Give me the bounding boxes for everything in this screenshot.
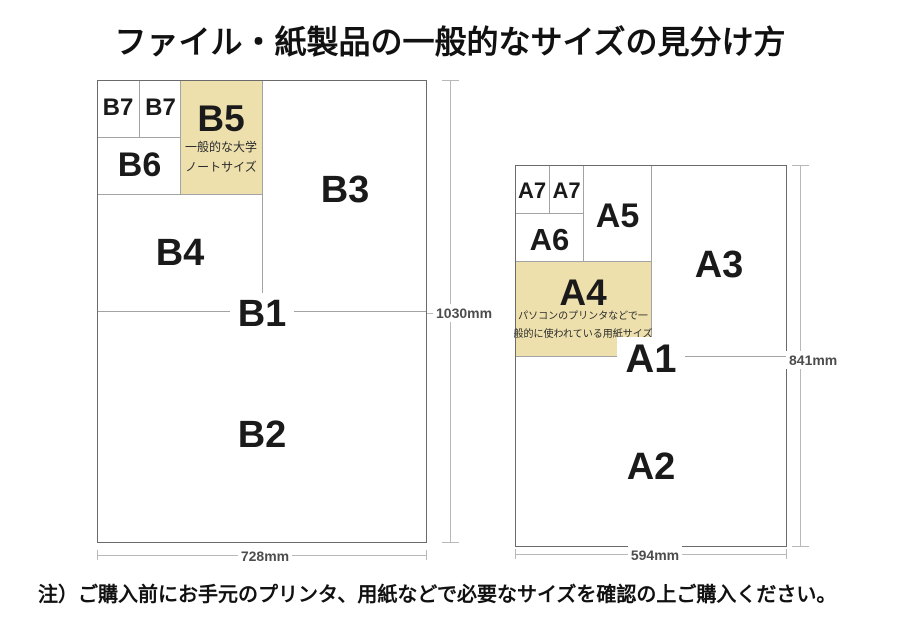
b4-label: B4 — [155, 232, 205, 274]
footer-note: 注）ご購入前にお手元のプリンタ、用紙などで必要なサイズを確認の上ご購入ください。 — [38, 584, 837, 606]
a-width-dimension-left-tick — [515, 549, 516, 559]
page-title: ファイル・紙製品の一般的なサイズの見分け方 — [114, 24, 786, 60]
b5-annotation-line1: 一般的な大学 — [184, 140, 257, 154]
b-width-dimension-label: 728mm — [222, 547, 308, 565]
a1-label: A1 — [515, 337, 787, 381]
a-height-dimension-bottom-tick — [792, 546, 809, 547]
b3-label: B3 — [320, 169, 370, 211]
a4-top-line — [516, 261, 651, 262]
a3-label: A3 — [694, 244, 744, 286]
b7-right-label: B7 — [145, 94, 176, 121]
a6-top-line — [516, 213, 583, 214]
b-width-dimension-right-tick — [426, 550, 427, 560]
b7-left-label: B7 — [102, 94, 134, 121]
a7-left-label: A7 — [517, 178, 547, 203]
a4-annotation-line2: 般的に使われている用紙サイズ — [513, 329, 653, 340]
b2-label: B2 — [237, 414, 287, 456]
b4-top-line — [98, 194, 262, 195]
a-width-dimension-right-tick — [786, 549, 787, 559]
b6-label: B6 — [117, 146, 162, 184]
a4-label: A4 — [559, 272, 607, 313]
b-height-dimension-label: 1030mm — [433, 304, 496, 322]
a5-label: A5 — [595, 197, 640, 235]
a6-label: A6 — [529, 222, 570, 257]
b7-divider-line — [139, 81, 140, 137]
b-width-dimension-left-tick — [97, 550, 98, 560]
b5-annotation-line2: ノートサイズ — [185, 160, 257, 174]
b5-left-line — [180, 81, 181, 194]
b-series-sheet-outline — [97, 80, 427, 543]
b-height-dimension-bottom-tick — [442, 542, 459, 543]
a5-left-line — [583, 166, 584, 261]
a4-annotation-line1: パソコンのプリンタなどで一 — [518, 311, 648, 322]
a7-right-label: A7 — [552, 178, 581, 203]
b-height-dimension-top-tick — [442, 80, 459, 81]
b6-top-line — [98, 137, 180, 138]
a-height-dimension-label: 841mm — [786, 351, 841, 369]
a2-label: A2 — [626, 446, 676, 488]
b5-label: B5 — [197, 98, 245, 139]
b1-line-stub — [427, 313, 435, 314]
a3-a4-divider-line — [651, 166, 652, 356]
a-width-dimension-label: 594mm — [612, 546, 698, 564]
b5-highlight-area — [180, 81, 262, 194]
b1-label: B1 — [97, 293, 427, 335]
a7-divider-line — [549, 166, 550, 213]
b3-b4-divider-line — [262, 81, 263, 311]
a-height-dimension-top-tick — [792, 165, 809, 166]
